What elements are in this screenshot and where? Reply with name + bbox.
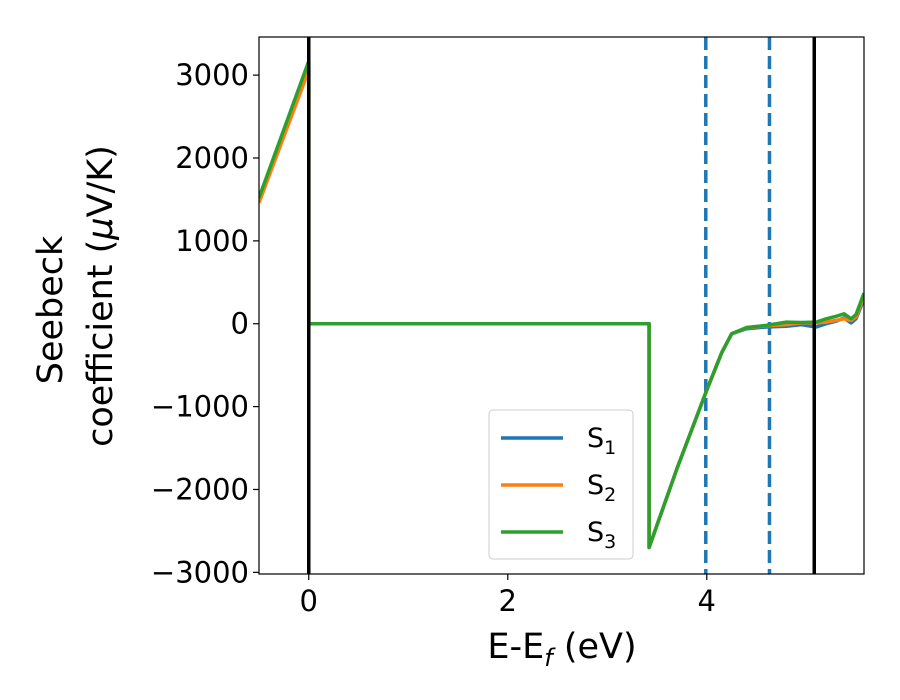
legend: S1 S2 S3 — [488, 409, 634, 560]
y-axis-title: Seebeck coefficient (μV/K) — [31, 145, 121, 447]
y-axis-ticks: −3000 −2000 −1000 0 1000 2000 3000 — [151, 58, 259, 589]
y-axis-title-line1: Seebeck — [31, 235, 71, 384]
series-line-3 — [259, 59, 864, 550]
plot-frame — [258, 36, 865, 575]
y-axis-title-line2: coefficient (μV/K) — [81, 145, 121, 447]
y-tick-label: −1000 — [151, 390, 249, 424]
x-axis-title-main: E-E — [487, 627, 544, 667]
y-tick-label: 0 — [231, 307, 249, 341]
y-tick-label: −3000 — [151, 555, 249, 589]
y-axis-title-mu: μ — [81, 217, 121, 240]
legend-label-3: S3 — [587, 517, 616, 553]
y-tick-label: 2000 — [175, 141, 249, 175]
x-tick-label: 2 — [499, 584, 517, 618]
legend-label-1: S1 — [587, 423, 616, 459]
x-tick-label: 0 — [300, 584, 318, 618]
y-axis-title-prefix: coefficient ( — [81, 240, 121, 447]
y-tick-label: 3000 — [175, 58, 249, 92]
x-axis-ticks: 0 2 4 — [300, 574, 716, 618]
series-lines — [259, 37, 864, 574]
y-tick-label: 1000 — [175, 224, 249, 258]
legend-label-2: S2 — [587, 470, 616, 506]
y-tick-label: −2000 — [151, 472, 249, 506]
x-axis-title-unit: (eV) — [553, 627, 637, 667]
x-axis-title: E-Ef (eV) — [487, 627, 636, 672]
y-axis-title-unit: V/K) — [81, 145, 121, 217]
x-tick-label: 4 — [698, 584, 716, 618]
